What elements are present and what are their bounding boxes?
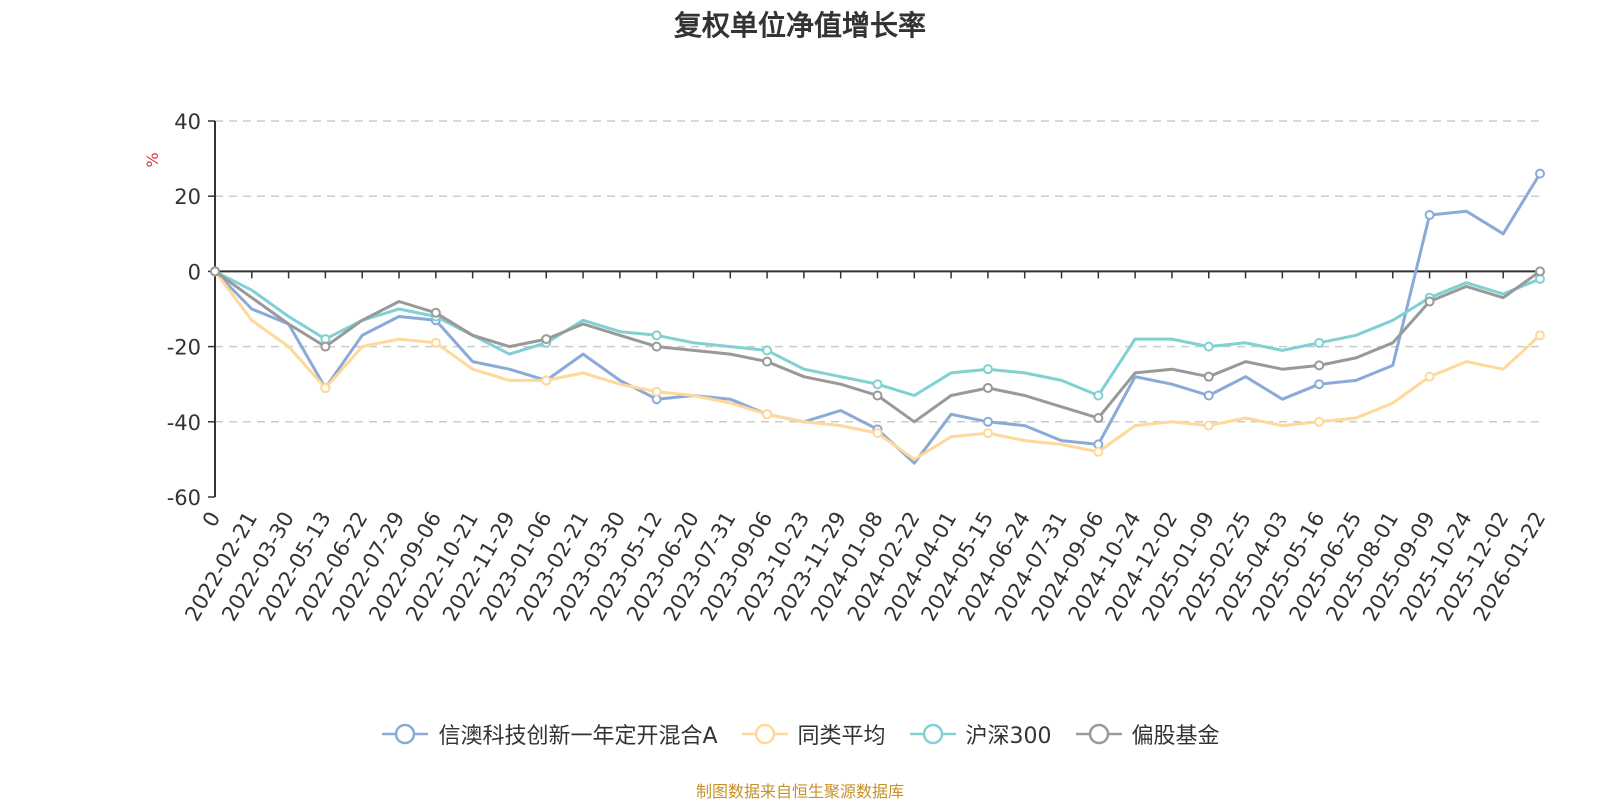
grid-lines [215, 120, 1540, 423]
data-point [320, 341, 331, 352]
data-point [651, 330, 662, 341]
data-point [1424, 371, 1435, 382]
data-point [1314, 360, 1325, 371]
legend-label: 偏股基金 [1131, 724, 1220, 749]
data-point [982, 416, 993, 427]
data-point [1093, 390, 1104, 401]
legend-label: 沪深300 [965, 724, 1052, 749]
data-point [872, 379, 883, 390]
data-point [541, 334, 552, 345]
data-point [982, 382, 993, 393]
x-tick-label: 0 [198, 508, 225, 532]
data-point [872, 390, 883, 401]
legend-marker-icon [909, 723, 956, 745]
data-point [982, 364, 993, 375]
data-point [762, 409, 773, 420]
data-point [210, 266, 220, 277]
data-point [1093, 413, 1104, 424]
legend: 信澳科技创新一年定开混合A 同类平均 沪深300 偏股基金 [0, 718, 1600, 750]
data-point [1314, 337, 1325, 348]
legend-item[interactable]: 偏股基金 [1074, 718, 1220, 750]
data-point [651, 386, 662, 397]
data-point [541, 375, 552, 386]
data-point [320, 382, 331, 393]
data-point [1535, 330, 1545, 341]
data-point [1535, 266, 1545, 277]
source-note: 制图数据来自恒生聚源数据库 [695, 782, 904, 801]
series-lines [210, 168, 1545, 465]
y-tick-label: 0 [188, 260, 201, 284]
legend-marker-icon [382, 723, 429, 745]
series-line-2 [214, 270, 1541, 397]
data-point [982, 428, 993, 439]
data-point [1203, 341, 1214, 352]
data-point [1424, 210, 1435, 220]
y-tick-label: -20 [167, 336, 201, 360]
y-tick-label: 20 [174, 185, 201, 209]
legend-item[interactable]: 沪深300 [908, 718, 1052, 750]
data-point [1203, 390, 1214, 401]
data-point [762, 345, 773, 356]
legend-item[interactable]: 信澳科技创新一年定开混合A [380, 718, 718, 750]
legend-marker-icon [741, 723, 788, 745]
legend-item[interactable]: 同类平均 [740, 718, 886, 750]
data-point [872, 428, 883, 439]
data-point [762, 356, 773, 367]
data-point [1424, 296, 1435, 307]
tick-labels: -60-40-200204002022-02-212022-03-302022-… [167, 110, 1551, 625]
data-point [1535, 168, 1545, 179]
data-point [430, 307, 441, 318]
legend-label: 同类平均 [797, 724, 886, 749]
y-tick-label: 40 [174, 110, 201, 134]
legend-label: 信澳科技创新一年定开混合A [438, 724, 718, 749]
legend-marker-icon [1075, 723, 1122, 745]
y-tick-label: -40 [167, 411, 201, 435]
axes [208, 120, 1541, 498]
y-axis-label: % [143, 152, 162, 167]
data-point [430, 337, 441, 348]
data-point [1314, 416, 1325, 427]
data-point [1314, 379, 1325, 390]
y-tick-label: -60 [167, 486, 201, 510]
data-point [1093, 446, 1104, 457]
data-point [1203, 420, 1214, 431]
data-point [1203, 371, 1214, 382]
data-point [651, 341, 662, 352]
chart-title: 复权单位净值增长率 [673, 9, 926, 42]
